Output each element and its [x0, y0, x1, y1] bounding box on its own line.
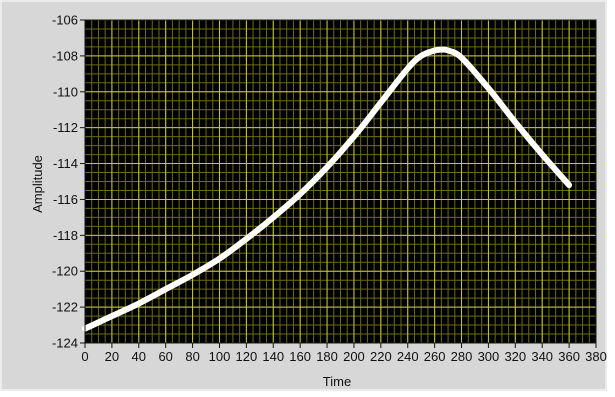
- x-tick-label: 80: [185, 349, 199, 364]
- y-tick-label: -118: [53, 228, 78, 243]
- y-tick-label: -120: [52, 264, 78, 279]
- x-tick-label: 100: [209, 349, 231, 364]
- x-tick-label: 280: [451, 349, 473, 364]
- x-tick-label: 120: [236, 349, 258, 364]
- y-tick-label: -106: [52, 13, 78, 28]
- y-tick-label: -116: [53, 192, 78, 207]
- x-tick-label: 380: [585, 349, 607, 364]
- y-tick-label: -114: [53, 156, 78, 171]
- x-tick-label: 260: [424, 349, 446, 364]
- series-line-0: [82, 46, 573, 332]
- x-tick-label: 160: [289, 349, 311, 364]
- x-tick-label: 300: [478, 349, 500, 364]
- plot-area: [82, 19, 597, 344]
- y-axis-ticks: -106 -108 -110 -112 -114 -116 -118 -120 -122 -124: [52, 13, 85, 351]
- x-tick-label: 320: [504, 349, 526, 364]
- x-tick-label: 180: [316, 349, 338, 364]
- y-tick-label: -122: [52, 300, 78, 315]
- x-tick-label: 140: [262, 349, 284, 364]
- x-tick-label: 240: [397, 349, 419, 364]
- x-tick-label: 60: [158, 349, 172, 364]
- x-tick-label: 200: [343, 349, 365, 364]
- x-tick-label: 340: [531, 349, 553, 364]
- plot-border: [84, 19, 597, 344]
- y-axis-title: Amplitude: [30, 155, 45, 213]
- y-tick-label: -108: [52, 48, 78, 63]
- y-tick-label: -110: [53, 84, 78, 99]
- x-tick-label: 20: [105, 349, 119, 364]
- x-tick-label: 40: [132, 349, 146, 364]
- x-tick-label: 360: [558, 349, 580, 364]
- y-tick-label: -124: [52, 336, 78, 351]
- y-tick-label: -112: [53, 120, 78, 135]
- x-tick-label: 0: [81, 349, 88, 364]
- x-tick-label: 220: [370, 349, 392, 364]
- x-axis-ticks: 0 20 40 60 80 100 120 140 160 180 200 220 240 260 280 3…: [81, 343, 607, 364]
- x-axis-title: Time: [323, 374, 351, 389]
